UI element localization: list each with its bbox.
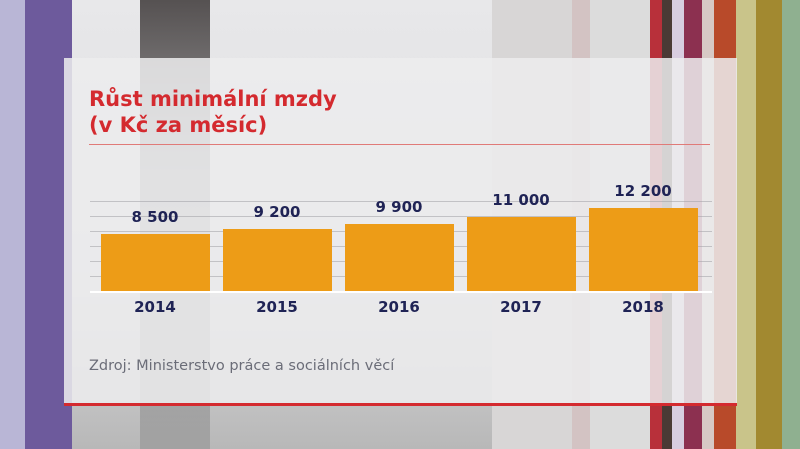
bar-2018: [589, 208, 698, 291]
x-tick-2016: 2016: [378, 298, 420, 316]
x-tick-2018: 2018: [622, 298, 664, 316]
value-label-2014: 8 500: [131, 208, 179, 226]
value-label-2015: 9 200: [253, 203, 301, 221]
x-tick-2015: 2015: [256, 298, 298, 316]
source-note: Zdroj: Ministerstvo práce a sociálních v…: [89, 358, 395, 374]
bar-2015: [223, 229, 332, 291]
value-label-2016: 9 900: [375, 198, 423, 216]
value-label-2017: 11 000: [492, 191, 550, 209]
chart-subtitle: (v Kč za měsíc): [89, 113, 268, 137]
gridline: [90, 216, 712, 217]
x-tick-2017: 2017: [500, 298, 542, 316]
gridline: [90, 201, 712, 202]
bar-2016: [345, 224, 454, 291]
value-label-2018: 12 200: [614, 182, 672, 200]
x-tick-2014: 2014: [134, 298, 176, 316]
bar-2017: [467, 217, 576, 291]
x-axis-baseline: [90, 291, 712, 293]
chart-title: Růst minimální mzdy: [89, 87, 337, 111]
title-divider: [89, 144, 710, 145]
chart-panel: Růst minimální mzdy (v Kč za měsíc) 8 50…: [64, 58, 737, 406]
bar-2014: [101, 234, 210, 291]
